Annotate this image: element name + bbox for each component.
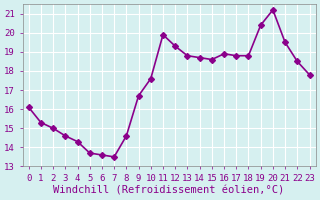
X-axis label: Windchill (Refroidissement éolien,°C): Windchill (Refroidissement éolien,°C) [53, 186, 285, 196]
